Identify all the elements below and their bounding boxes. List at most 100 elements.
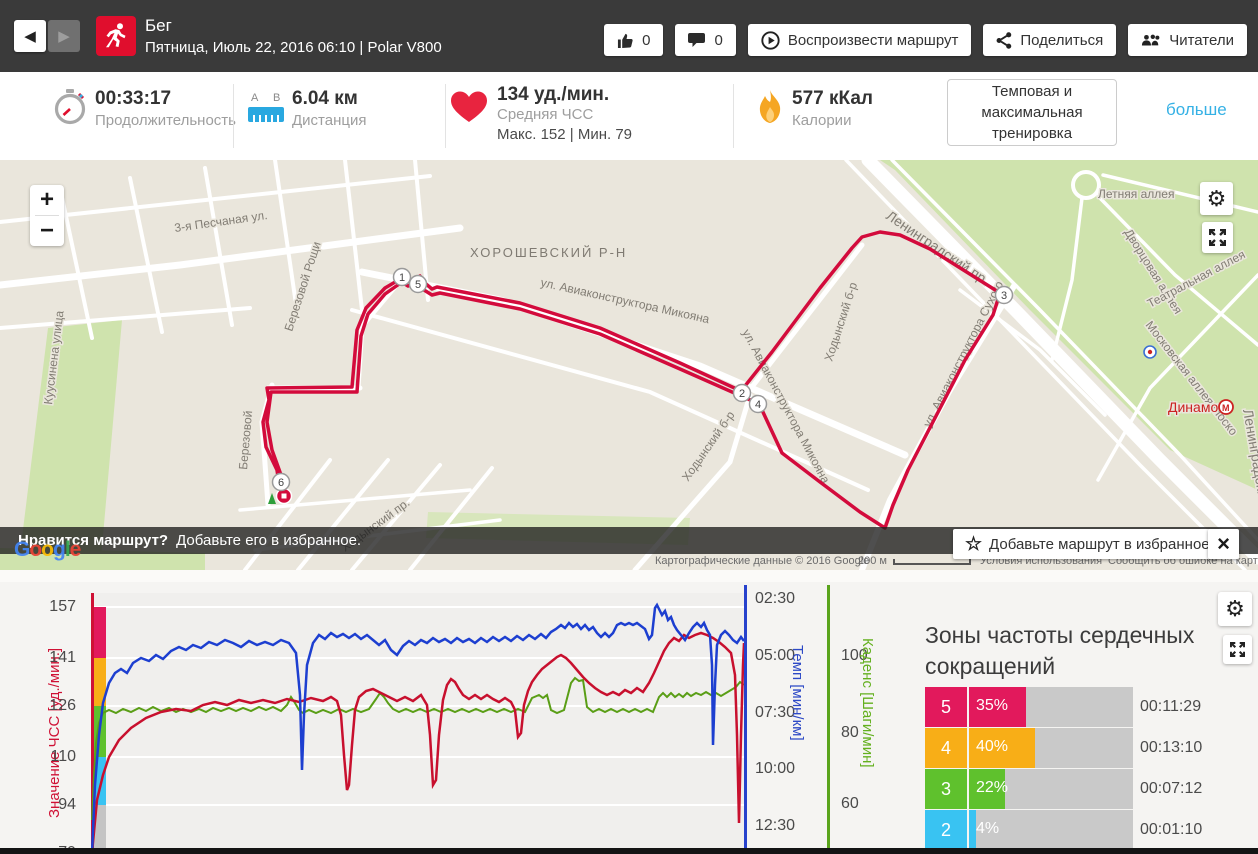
svg-text:Березовой: Березовой [236, 410, 255, 470]
svg-text:Динамо: Динамо [1168, 399, 1218, 415]
bottom-window-edge [0, 848, 1258, 854]
activity-subtitle: Пятница, Июль 22, 2016 06:10 | Polar V80… [145, 39, 442, 56]
divider [35, 215, 59, 216]
training-benefit-box: Темповая и максимальная тренировка [947, 79, 1117, 146]
like-route-question: Нравится маршрут? [18, 532, 169, 549]
cadence-axis-line [827, 585, 830, 854]
hr-max-min: Макс. 152 | Мин. 79 [497, 126, 633, 143]
comment-button[interactable]: 0 [675, 24, 736, 56]
metro-dinamo: Динамо М [1143, 345, 1234, 417]
close-prompt-button[interactable]: × [1208, 529, 1239, 559]
hr-tick: 157 [49, 598, 76, 615]
zone-percent: 35% [976, 697, 1009, 714]
zone-number-badge: 2 [925, 810, 967, 850]
share-label: Поделиться [1020, 31, 1104, 49]
pace-tick: 10:00 [755, 760, 796, 777]
readers-label: Читатели [1169, 31, 1234, 49]
pace-axis-line [744, 585, 747, 854]
share-button[interactable]: Поделиться [983, 24, 1117, 56]
zoom-in-button[interactable]: + [39, 186, 54, 213]
route-map[interactable]: 3-я Песчаная ул. Куусинена улица Березов… [0, 160, 1258, 570]
gear-icon: ⚙ [1225, 596, 1245, 621]
divider [233, 84, 234, 148]
comment-count: 0 [714, 31, 723, 49]
cadence-axis-title: Каденс [Шаги/мин] [859, 638, 876, 768]
header-bar: ◀ ▶ Бег Пятница, Июль 22, 2016 06:10 | P… [0, 0, 1258, 72]
people-icon [1142, 34, 1160, 45]
like-count: 0 [642, 31, 651, 49]
cadence-tick: 60 [841, 795, 859, 812]
chart-settings-button[interactable]: ⚙ [1218, 592, 1252, 626]
like-button[interactable]: 0 [604, 24, 664, 56]
runner-icon [106, 23, 126, 48]
next-session-button[interactable]: ▶ [48, 20, 80, 52]
thumbs-up-icon [618, 33, 633, 48]
add-to-favorites-button[interactable]: ☆ Добавьте маршрут в избранное [953, 529, 1222, 559]
cadence-tick: 80 [841, 724, 859, 741]
play-route-label: Воспроизвести маршрут [787, 31, 959, 49]
star-icon: ☆ [965, 533, 983, 555]
route-start-marker [268, 493, 276, 504]
avg-hr-label: Средняя ЧСС [497, 106, 594, 123]
expand-icon [1209, 229, 1226, 246]
zone-percent: 22% [976, 779, 1009, 796]
svg-text:4: 4 [755, 399, 761, 411]
activity-title: Бег [145, 16, 172, 35]
distance-value: 6.04 км [292, 88, 358, 109]
running-sport-icon [96, 16, 136, 56]
map-attribution: Картографические данные © 2016 Google [655, 555, 870, 567]
zone-bar-fill [969, 810, 976, 850]
zone-time: 00:07:12 [1140, 780, 1203, 797]
svg-text:1: 1 [399, 272, 405, 284]
route-a-label: A [251, 92, 259, 104]
zone-number-badge: 5 [925, 687, 967, 727]
training-curves-chart[interactable] [91, 585, 745, 854]
svg-text:6: 6 [278, 477, 284, 489]
zone-time: 00:01:10 [1140, 821, 1203, 838]
map-zoom-control: + − [30, 185, 64, 246]
pace-axis-title: Темп [мин/км] [789, 645, 806, 741]
zone-bar: 40% [969, 728, 1133, 768]
calories-value: 577 кКал [792, 88, 873, 109]
hr-tick: 110 [50, 748, 76, 765]
comment-bubble-icon [688, 33, 706, 47]
svg-text:Летняя аллея: Летняя аллея [1098, 187, 1174, 201]
plot-background [91, 593, 745, 854]
duration-label: Продолжительность [95, 112, 236, 129]
cadence-tick: 100 [841, 647, 868, 664]
route-b-label: B [273, 92, 281, 104]
hr-zones-title: Зоны частоты сердечных сокращений [925, 622, 1195, 679]
map-fullscreen-button[interactable] [1202, 222, 1233, 253]
map-scale-label: 200 м [858, 555, 887, 567]
map-canvas: 3-я Песчаная ул. Куусинена улица Березов… [0, 160, 1258, 570]
header-actions: 0 0 Воспроизвести маршрут Поделиться Чит… [604, 24, 1247, 56]
zone-time: 00:11:29 [1140, 698, 1202, 715]
avg-hr-value: 134 уд./мин. [497, 84, 610, 105]
pace-tick: 12:30 [755, 817, 796, 834]
google-logo[interactable]: Google [14, 538, 81, 561]
chart-fullscreen-button[interactable] [1223, 635, 1252, 664]
like-route-hint: Добавьте его в избранное. [176, 532, 362, 549]
map-settings-button[interactable]: ⚙ [1200, 182, 1233, 215]
hr-tick: 94 [58, 796, 76, 813]
play-route-button[interactable]: Воспроизвести маршрут [747, 24, 972, 56]
heart-icon [451, 91, 487, 122]
cadence-series-line [91, 676, 745, 821]
readers-button[interactable]: Читатели [1128, 24, 1247, 56]
zoom-out-button[interactable]: − [39, 217, 54, 244]
add-to-favorites-label: Добавьте маршрут в избранное [989, 535, 1210, 553]
zone-percent: 40% [976, 738, 1009, 755]
distance-ruler-icon [248, 107, 284, 122]
stopwatch-icon [54, 89, 86, 125]
calories-label: Калории [792, 112, 852, 129]
svg-text:5: 5 [415, 279, 421, 291]
divider [445, 84, 446, 148]
previous-session-button[interactable]: ◀ [14, 20, 46, 52]
district-label: ХОРОШЕВСКИЙ Р-Н [470, 245, 627, 260]
zone-number-badge: 4 [925, 728, 967, 768]
divider [733, 84, 734, 148]
zone-number-badge: 3 [925, 769, 967, 809]
more-link[interactable]: больше [1166, 100, 1227, 119]
pace-tick: 02:30 [755, 590, 796, 607]
expand-icon [1230, 642, 1245, 657]
